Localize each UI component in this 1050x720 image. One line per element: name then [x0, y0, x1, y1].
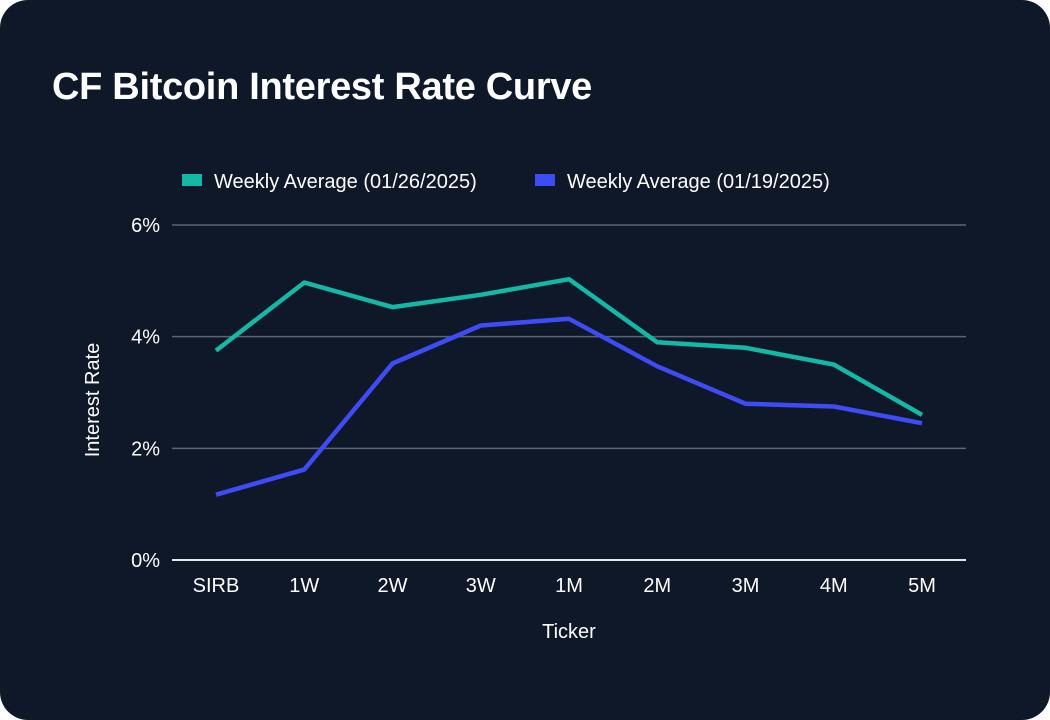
- x-tick-label: 5M: [908, 575, 936, 597]
- x-tick-label: 2M: [643, 575, 671, 597]
- legend-swatch: [535, 174, 555, 186]
- chart-title: CF Bitcoin Interest Rate Curve: [52, 66, 592, 108]
- legend: Weekly Average (01/26/2025) Weekly Averag…: [182, 171, 830, 193]
- x-tick-label: 1M: [555, 575, 583, 597]
- y-axis-ticks: 0% 2% 4% 6%: [131, 215, 160, 572]
- x-tick-label: 2W: [378, 575, 408, 597]
- y-tick-label: 6%: [131, 215, 160, 237]
- x-tick-label: 4M: [820, 575, 848, 597]
- x-tick-label: 3M: [732, 575, 760, 597]
- x-tick-label: 1W: [289, 575, 319, 597]
- x-tick-label: 3W: [466, 575, 496, 597]
- legend-item-current-week[interactable]: Weekly Average (01/26/2025): [182, 171, 477, 193]
- legend-label: Weekly Average (01/19/2025): [567, 171, 830, 193]
- y-tick-label: 2%: [131, 438, 160, 460]
- legend-item-previous-week[interactable]: Weekly Average (01/19/2025): [535, 171, 830, 193]
- y-tick-label: 4%: [131, 327, 160, 349]
- x-axis-ticks: SIRB 1W 2W 3W 1M 2M 3M 4M 5M: [193, 575, 936, 597]
- gridlines: [172, 224, 966, 561]
- x-tick-label: SIRB: [193, 575, 240, 597]
- legend-swatch: [182, 174, 202, 186]
- series-lines: [214, 276, 924, 497]
- y-tick-label: 0%: [131, 550, 160, 572]
- series-line-current-week: [214, 276, 924, 417]
- y-axis-title: Interest Rate: [82, 343, 104, 458]
- x-axis-title: Ticker: [542, 621, 596, 643]
- series-line-previous-week: [215, 316, 923, 497]
- legend-label: Weekly Average (01/26/2025): [214, 171, 477, 193]
